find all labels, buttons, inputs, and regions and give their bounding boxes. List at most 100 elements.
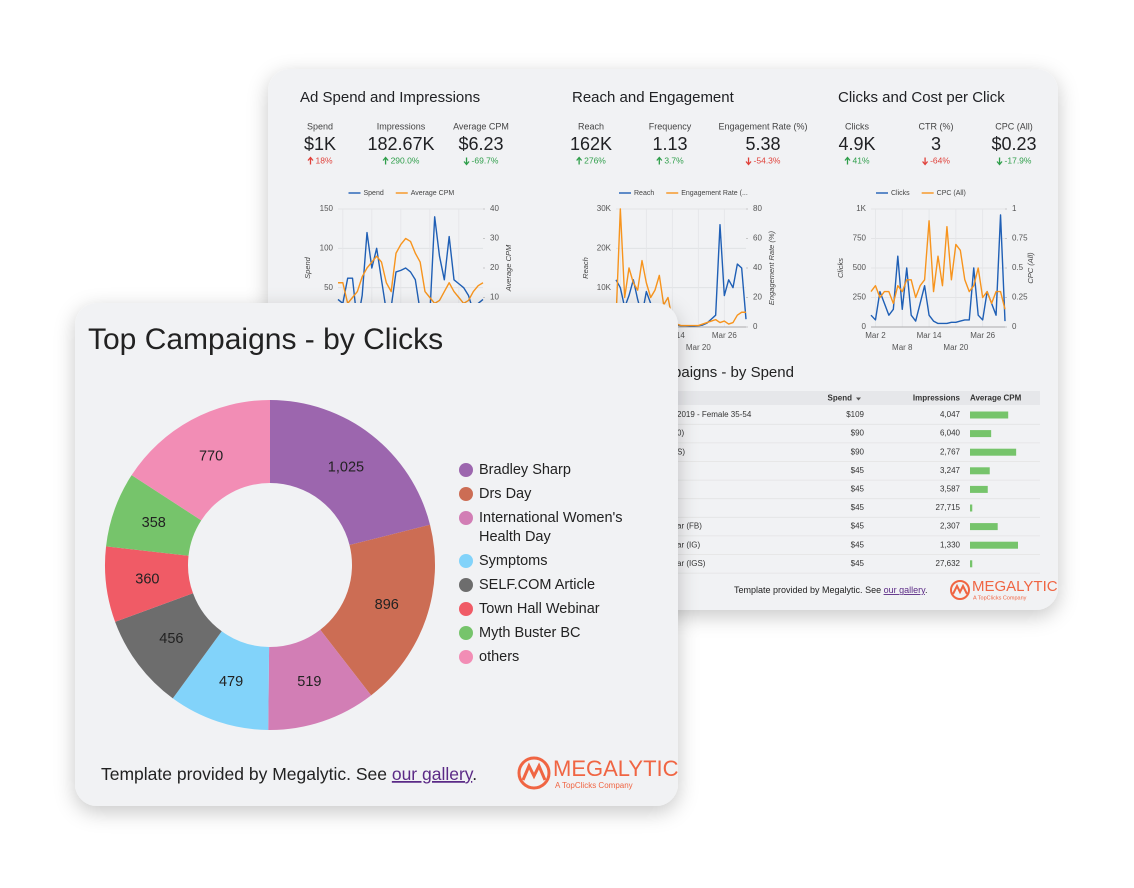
logo-icon xyxy=(950,580,970,600)
x-tick-label: Mar 20 xyxy=(943,343,968,352)
logo-name: MEGALYTIC xyxy=(553,756,679,781)
campaign-name: 2019 - Female 35-54 xyxy=(677,410,752,419)
legend-dot xyxy=(459,602,473,616)
kpi-value: 162K xyxy=(570,134,612,154)
y-tick-label: 20K xyxy=(597,243,612,252)
spend-cell: $45 xyxy=(851,503,865,512)
legend-dot xyxy=(459,487,473,501)
legend-label: Reach xyxy=(634,190,654,197)
kpi-change: -17.9% xyxy=(1005,155,1032,165)
footer-end: . xyxy=(925,585,928,595)
legend-label: Clicks xyxy=(891,190,910,197)
donut-slice xyxy=(320,524,435,696)
kpi-value: 3 xyxy=(931,134,941,154)
legend-dot xyxy=(459,554,473,568)
cpm-bar xyxy=(970,448,1017,456)
y2-axis-title: Average CPM xyxy=(504,244,513,292)
y-tick-label: 500 xyxy=(853,263,867,272)
cpm-bar xyxy=(970,430,992,438)
impressions-cell: 27,632 xyxy=(936,559,961,568)
legend-dot xyxy=(459,650,473,664)
cpm-bar xyxy=(970,485,988,493)
x-tick-label: Mar 14 xyxy=(917,331,942,340)
y2-axis-title: Engagement Rate (%) xyxy=(767,230,776,305)
spend-cell: $45 xyxy=(851,540,865,549)
y-tick-label: 10K xyxy=(597,283,612,292)
y-tick-label: 50 xyxy=(324,283,333,292)
slice-label: 360 xyxy=(135,572,159,588)
legend-label: SELF.COM Article xyxy=(479,577,595,593)
legend-label: CPC (All) xyxy=(937,190,966,197)
impressions-cell: 1,330 xyxy=(940,540,961,549)
gallery-link[interactable]: our gallery xyxy=(884,585,927,595)
kpi-label: CTR (%) xyxy=(919,121,954,131)
impressions-cell: 3,587 xyxy=(940,485,961,494)
campaign-name: 0) xyxy=(677,429,684,438)
change-arrow xyxy=(576,156,583,165)
y-tick-label: 0 xyxy=(862,322,867,331)
change-arrow xyxy=(382,156,389,165)
campaign-name: S) xyxy=(677,447,685,456)
legend-label: International Women's Health Day xyxy=(479,510,623,545)
y2-tick-label: 0.75 xyxy=(1012,234,1028,243)
column-header: Spend xyxy=(828,394,853,403)
series-line xyxy=(338,237,484,305)
legend-label: Town Hall Webinar xyxy=(479,601,600,617)
kpi-label: Spend xyxy=(307,121,333,131)
campaign-name: ar (IG) xyxy=(677,540,700,549)
y2-tick-label: 20 xyxy=(753,293,762,302)
change-arrow xyxy=(844,156,851,165)
impressions-cell: 2,307 xyxy=(940,522,961,531)
column-header: Impressions xyxy=(913,394,961,403)
logo-tagline: A TopClicks Company xyxy=(973,595,1027,601)
impressions-cell: 2,767 xyxy=(940,447,961,456)
kpi-label: Frequency xyxy=(649,121,692,131)
x-tick-label: Mar 20 xyxy=(686,343,711,352)
logo-icon xyxy=(517,756,551,790)
spend-cell: $90 xyxy=(851,447,865,456)
logo-name: MEGALYTIC xyxy=(972,578,1058,595)
donut-slice xyxy=(115,593,222,699)
series-line xyxy=(870,220,1006,310)
slice-label: 519 xyxy=(297,674,321,690)
column-header: Average CPM xyxy=(970,394,1022,403)
y2-tick-label: 0.5 xyxy=(1012,263,1024,272)
donut-slice xyxy=(131,400,270,521)
kpi-change: -69.7% xyxy=(472,155,499,165)
kpi-value: $0.23 xyxy=(991,134,1036,154)
change-arrow xyxy=(656,156,663,165)
y2-tick-label: 0.25 xyxy=(1012,293,1028,302)
y-tick-label: 250 xyxy=(853,293,867,302)
kpi-change: 18% xyxy=(315,155,332,165)
y2-tick-label: 30 xyxy=(490,234,499,243)
impressions-cell: 27,715 xyxy=(936,503,961,512)
slice-label: 479 xyxy=(219,674,243,690)
kpi-change: 276% xyxy=(584,155,606,165)
series-line xyxy=(870,214,1006,325)
gallery-link[interactable]: our gallery xyxy=(392,764,474,784)
y2-tick-label: 40 xyxy=(753,263,762,272)
donut-slice xyxy=(268,629,372,730)
legend-label: Myth Buster BC xyxy=(479,625,581,641)
x-tick-label: Mar 8 xyxy=(892,343,913,352)
spend-cell: $45 xyxy=(851,485,865,494)
logo-tagline: A TopClicks Company xyxy=(555,781,633,790)
footer: Template provided by Megalytic. See our … xyxy=(101,764,477,784)
donut-slice xyxy=(104,546,194,622)
spend-cell: $45 xyxy=(851,466,865,475)
kpi-label: CPC (All) xyxy=(995,121,1033,131)
spend-cell: $109 xyxy=(846,410,864,419)
campaign-name: ar (IGS) xyxy=(677,559,706,568)
y-tick-label: 30K xyxy=(597,204,612,213)
legend-dot xyxy=(459,463,473,477)
change-arrow xyxy=(307,156,314,165)
change-arrow xyxy=(463,157,470,166)
slice-label: 770 xyxy=(199,448,223,464)
y2-tick-label: 1 xyxy=(1012,204,1017,213)
front-card: Top Campaigns - by Clicks MEGALYTIC A To… xyxy=(75,303,679,806)
legend-dot xyxy=(459,578,473,592)
y-axis-title: Spend xyxy=(303,256,312,279)
y2-tick-label: 40 xyxy=(490,204,499,213)
impressions-cell: 6,040 xyxy=(940,429,961,438)
